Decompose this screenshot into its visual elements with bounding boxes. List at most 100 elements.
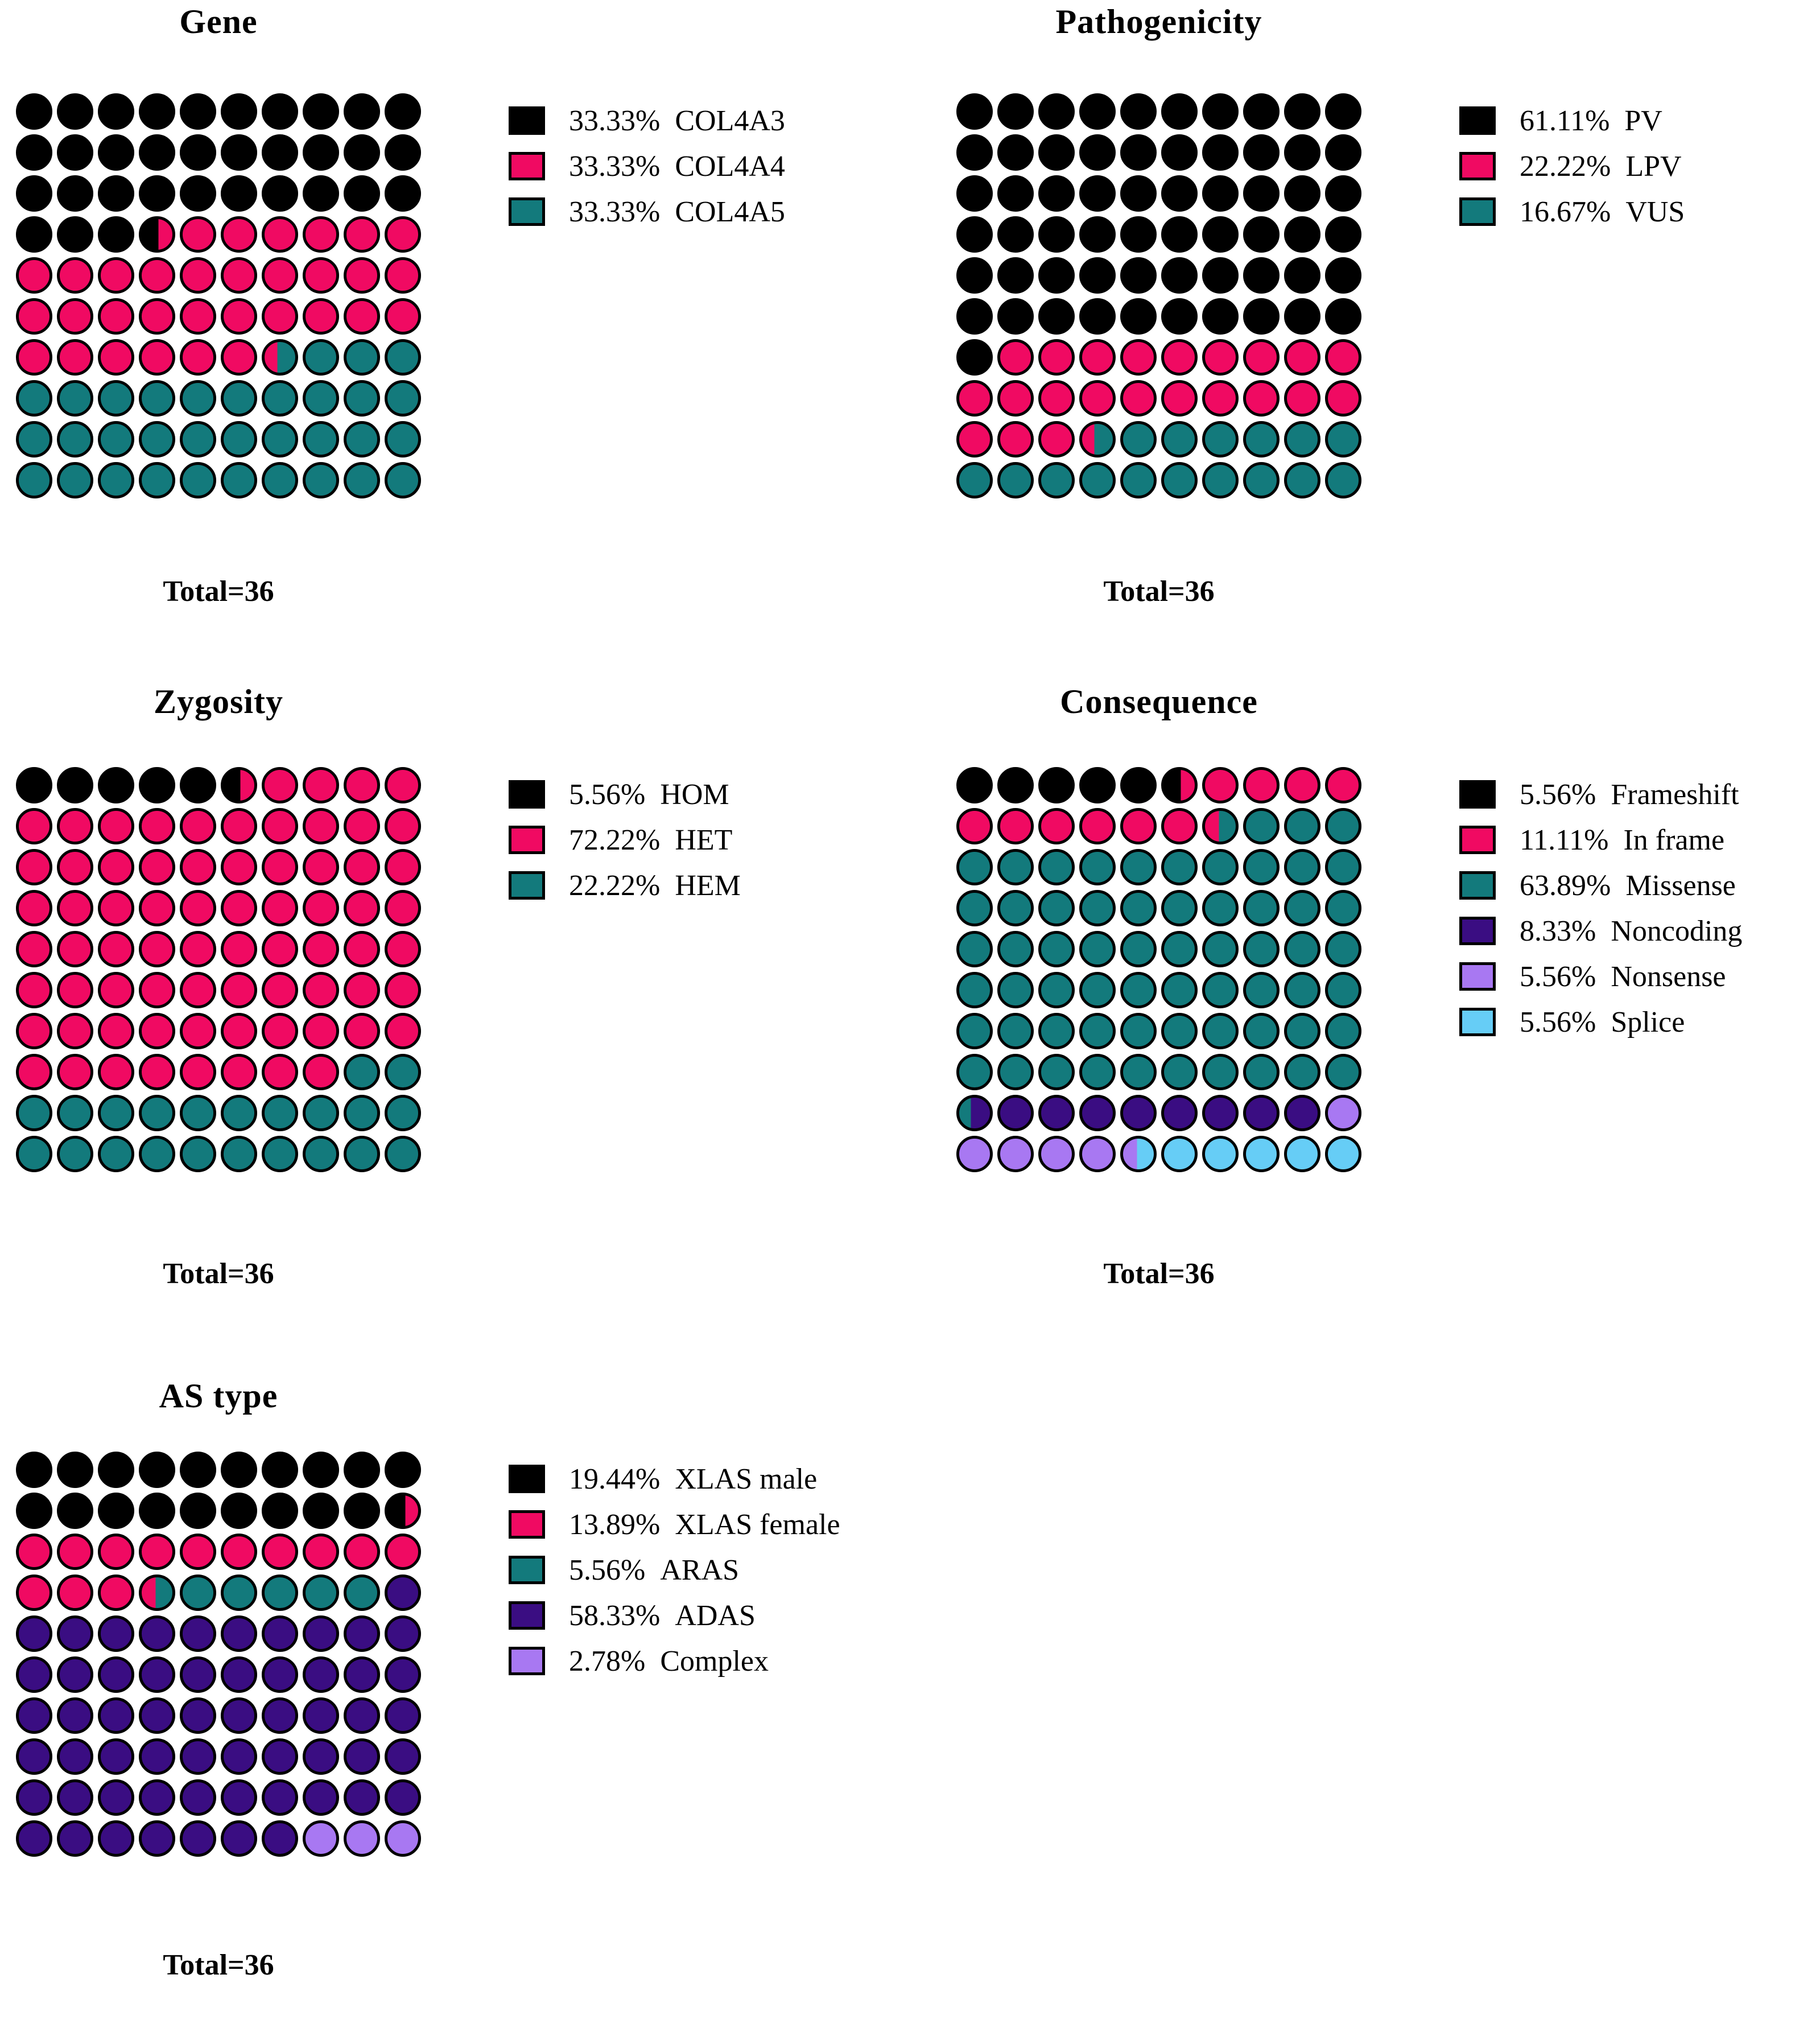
waffle-dot [344, 462, 380, 498]
waffle-dot [1202, 216, 1239, 253]
waffle-dot [57, 380, 93, 417]
waffle-dot [1284, 421, 1320, 457]
waffle-dot [344, 1697, 380, 1734]
waffle-dot [344, 1575, 380, 1611]
waffle-dot [57, 972, 93, 1008]
waffle-dot [262, 1575, 298, 1611]
waffle-dot [1120, 1095, 1157, 1131]
waffle-dot [303, 1095, 339, 1131]
waffle-dot [956, 849, 993, 885]
waffle-dot [262, 257, 298, 294]
waffle-dot [385, 1575, 421, 1611]
waffle-dot [57, 298, 93, 335]
legend-item: 58.33% ADAS [509, 1599, 840, 1632]
legend-percent: 5.56% [569, 778, 646, 811]
consequence-dot-grid [956, 767, 1361, 1172]
waffle-dot [1079, 849, 1116, 885]
waffle-dot [57, 808, 93, 844]
waffle-dot [1325, 134, 1361, 171]
legend-label: Complex [660, 1644, 769, 1677]
waffle-dot [262, 298, 298, 335]
waffle-dot [1243, 93, 1280, 130]
waffle-dot [956, 134, 993, 171]
waffle-dot [1038, 421, 1075, 457]
waffle-dot [1243, 1136, 1280, 1172]
waffle-dot [1120, 462, 1157, 498]
waffle-dot [303, 1054, 339, 1090]
waffle-dot [997, 339, 1034, 376]
waffle-dot [1161, 767, 1198, 803]
waffle-dot [180, 339, 216, 376]
as-type-dot-grid [16, 1452, 421, 1857]
legend-percent: 5.56% [569, 1553, 646, 1586]
waffle-dot [57, 1095, 93, 1131]
waffle-dot [221, 1054, 257, 1090]
waffle-dot [98, 216, 134, 253]
gene-dot-grid [16, 93, 421, 498]
legend-item: 5.56% Nonsense [1459, 961, 1742, 993]
legend-percent: 22.22% [569, 869, 661, 902]
waffle-dot [57, 1615, 93, 1652]
waffle-dot [344, 1493, 380, 1529]
waffle-dot [180, 1615, 216, 1652]
waffle-dot [180, 1013, 216, 1049]
legend-swatch [1459, 962, 1496, 991]
waffle-dot [1079, 1095, 1116, 1131]
chart-title-pathogenicity: Pathogenicity [1055, 3, 1262, 40]
waffle-dot [57, 1575, 93, 1611]
waffle-dot [180, 175, 216, 212]
waffle-dot [1284, 462, 1320, 498]
waffle-dot [139, 1697, 175, 1734]
waffle-dot [57, 93, 93, 130]
waffle-dot [303, 1534, 339, 1570]
legend-percent: 8.33% [1520, 914, 1596, 947]
legend-item: 8.33% Noncoding [1459, 914, 1742, 947]
waffle-dot [1243, 1013, 1280, 1049]
waffle-dot [1325, 93, 1361, 130]
waffle-dot [385, 1697, 421, 1734]
waffle-dot [344, 1779, 380, 1816]
waffle-dot [98, 1738, 134, 1775]
waffle-dot [385, 1054, 421, 1090]
waffle-dot [344, 175, 380, 212]
waffle-dot [139, 1738, 175, 1775]
waffle-dot [1202, 298, 1239, 335]
waffle-dot [98, 462, 134, 498]
waffle-dot [1038, 808, 1075, 844]
waffle-dot [303, 931, 339, 967]
waffle-dot [1284, 339, 1320, 376]
legend-item: 11.11% In frame [1459, 824, 1742, 856]
waffle-dot [997, 1095, 1034, 1131]
waffle-dot [16, 175, 52, 212]
waffle-dot [1284, 1054, 1320, 1090]
waffle-dot [1325, 849, 1361, 885]
waffle-dot [344, 1656, 380, 1693]
waffle-dot [997, 1136, 1034, 1172]
legend-percent: 58.33% [569, 1599, 661, 1632]
waffle-dot [262, 93, 298, 130]
waffle-dot [98, 1656, 134, 1693]
legend-percent: 22.22% [1520, 150, 1611, 183]
waffle-dot [1038, 890, 1075, 926]
waffle-dot [1038, 849, 1075, 885]
waffle-dot [1120, 134, 1157, 171]
waffle-dot [1202, 134, 1239, 171]
waffle-dot [1038, 216, 1075, 253]
waffle-dot [1120, 808, 1157, 844]
waffle-dot [1161, 890, 1198, 926]
legend-item: 33.33% COL4A3 [509, 105, 785, 137]
waffle-dot [57, 767, 93, 803]
waffle-dot [344, 849, 380, 885]
waffle-dot [1038, 767, 1075, 803]
waffle-dot [262, 1013, 298, 1049]
waffle-dot [221, 93, 257, 130]
waffle-dot [16, 1493, 52, 1529]
waffle-dot [57, 1493, 93, 1529]
waffle-dot [344, 808, 380, 844]
waffle-dot [1284, 767, 1320, 803]
waffle-dot [57, 931, 93, 967]
waffle-dot [221, 1452, 257, 1488]
waffle-dot [956, 257, 993, 294]
waffle-dot [98, 421, 134, 457]
pathogenicity-dot-grid [956, 93, 1361, 498]
